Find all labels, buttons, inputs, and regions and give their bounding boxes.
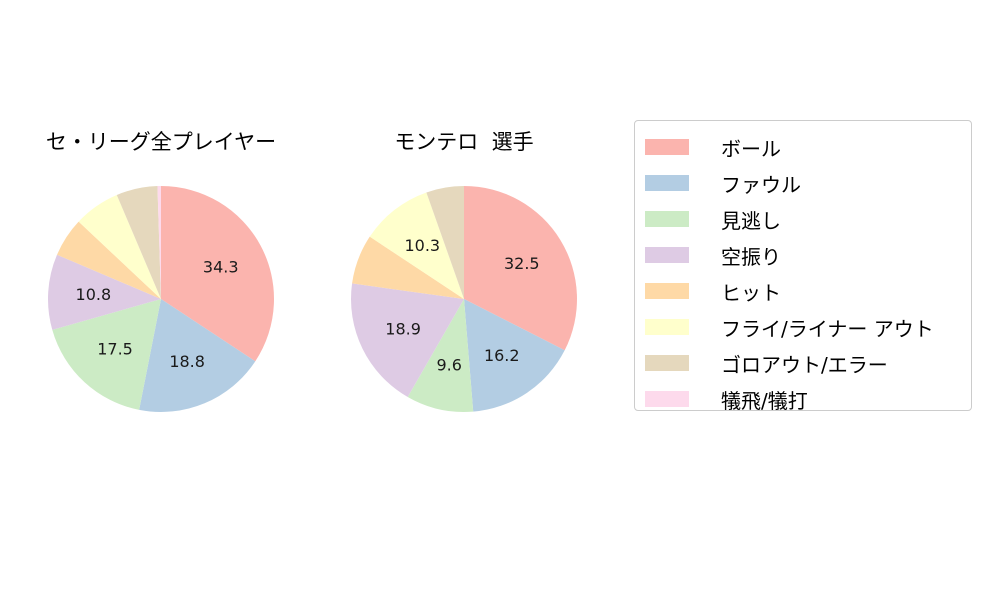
legend-swatch [645,175,689,191]
legend-item: 見逃し [645,201,971,237]
legend-item: 犠飛/犠打 [645,381,971,417]
legend-label: ファウル [721,172,801,197]
legend-label: 空振り [721,244,781,269]
pie-slice [407,299,474,412]
chart-title-player: モンテロ 選手 [394,130,533,154]
legend-swatch [645,355,689,371]
legend-item: ヒット [645,273,971,309]
pie-slice [52,299,161,410]
pie-chart-league: セ・リーグ全プレイヤー 34.3 18.8 17.5 10.8 [46,130,276,412]
pie-slice [139,299,256,412]
legend-item: ゴロアウト/エラー [645,345,971,381]
legend-swatch [645,283,689,299]
pie-slice [369,192,464,299]
legend-swatch [645,211,689,227]
legend-label: 見逃し [721,208,781,233]
legend-label: ボール [721,136,781,161]
legend-item: ファウル [645,165,971,201]
legend-item: 空振り [645,237,971,273]
chart-title-league: セ・リーグ全プレイヤー [46,130,276,154]
pie-chart-player: モンテロ 選手 32.5 16.2 9.6 18.9 10.3 [351,130,577,412]
pie-slice [47,254,161,330]
pie-slice [351,283,464,397]
pie-slice [352,236,464,299]
slice-label: 9.6 [436,356,461,375]
slice-label: 17.5 [97,339,133,358]
legend-label: ヒット [721,280,781,305]
legend-item: フライ/ライナー アウト [645,309,971,345]
legend-swatch [645,247,689,263]
slice-label: 10.8 [76,285,112,304]
pie-slice [426,186,464,299]
slice-label: 10.3 [404,236,440,255]
legend-swatch [645,391,689,407]
legend-item: ボール [645,129,971,165]
legend-label: 犠飛/犠打 [721,388,808,413]
slice-label: 18.9 [385,319,421,338]
slice-label: 34.3 [203,257,239,276]
pie-slice [116,186,161,299]
slice-label: 16.2 [484,346,520,365]
pie-slice [161,185,275,362]
slice-label: 32.5 [504,254,540,273]
pie-slice [464,299,565,412]
legend-swatch [645,139,689,155]
pie-slice [157,186,161,299]
pie-slice [57,221,162,299]
legend-label: フライ/ライナー アウト [721,316,934,341]
legend: ボール ファウル 見逃し 空振り ヒット フライ/ライナー アウト ゴロアウト/… [634,120,972,413]
pie-slice [464,186,577,351]
legend-label: ゴロアウト/エラー [721,352,888,377]
pie-slice [78,195,161,299]
legend-swatch [645,319,689,335]
slice-label: 18.8 [169,352,205,371]
